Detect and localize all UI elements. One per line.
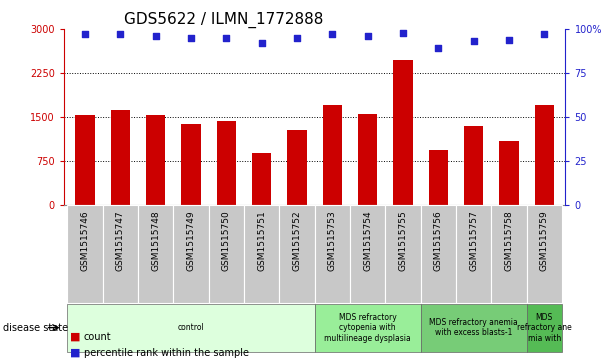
Text: GSM1515759: GSM1515759 xyxy=(540,210,549,271)
Text: GSM1515757: GSM1515757 xyxy=(469,210,478,271)
Text: count: count xyxy=(84,332,111,342)
Text: MDS refractory
cytopenia with
multilineage dysplasia: MDS refractory cytopenia with multilinea… xyxy=(324,313,411,343)
Text: GSM1515749: GSM1515749 xyxy=(187,210,196,271)
Bar xyxy=(216,121,236,205)
Text: control: control xyxy=(178,323,204,332)
Bar xyxy=(252,154,271,205)
Text: GSM1515756: GSM1515756 xyxy=(434,210,443,271)
Bar xyxy=(209,205,244,303)
Text: percentile rank within the sample: percentile rank within the sample xyxy=(84,348,249,358)
Bar xyxy=(75,115,95,205)
Bar xyxy=(350,205,385,303)
Bar xyxy=(527,205,562,303)
Point xyxy=(363,33,373,39)
Text: GSM1515746: GSM1515746 xyxy=(80,210,89,271)
Bar xyxy=(315,303,421,352)
Bar xyxy=(315,205,350,303)
Text: MDS
refractory ane
mia with: MDS refractory ane mia with xyxy=(517,313,572,343)
Text: GSM1515754: GSM1515754 xyxy=(363,210,372,271)
Text: GSM1515752: GSM1515752 xyxy=(292,210,302,271)
Bar xyxy=(527,303,562,352)
Text: GDS5622 / ILMN_1772888: GDS5622 / ILMN_1772888 xyxy=(124,12,323,28)
Text: GSM1515755: GSM1515755 xyxy=(398,210,407,271)
Point xyxy=(469,38,478,44)
Bar xyxy=(287,130,306,205)
Bar xyxy=(146,115,165,205)
Bar xyxy=(421,303,527,352)
Point xyxy=(257,40,266,46)
Point xyxy=(186,35,196,41)
Text: ■: ■ xyxy=(70,348,80,358)
Point xyxy=(116,32,125,37)
Bar xyxy=(323,105,342,205)
Text: GSM1515747: GSM1515747 xyxy=(116,210,125,271)
Text: GSM1515750: GSM1515750 xyxy=(222,210,231,271)
Bar xyxy=(358,114,378,205)
Text: disease state: disease state xyxy=(3,323,68,333)
Text: GSM1515753: GSM1515753 xyxy=(328,210,337,271)
Bar xyxy=(491,205,527,303)
Bar xyxy=(464,126,483,205)
Bar xyxy=(244,205,279,303)
Point xyxy=(292,35,302,41)
Bar xyxy=(67,205,103,303)
Bar xyxy=(138,205,173,303)
Text: ■: ■ xyxy=(70,332,80,342)
Text: MDS refractory anemia
with excess blasts-1: MDS refractory anemia with excess blasts… xyxy=(429,318,518,337)
Bar xyxy=(67,303,315,352)
Point xyxy=(504,37,514,42)
Point xyxy=(434,45,443,51)
Bar xyxy=(111,110,130,205)
Bar xyxy=(456,205,491,303)
Bar xyxy=(279,205,315,303)
Bar xyxy=(499,140,519,205)
Point xyxy=(80,32,90,37)
Text: GSM1515751: GSM1515751 xyxy=(257,210,266,271)
Point xyxy=(221,35,231,41)
Point xyxy=(398,30,408,36)
Point xyxy=(328,32,337,37)
Text: GSM1515748: GSM1515748 xyxy=(151,210,160,271)
Bar xyxy=(181,123,201,205)
Bar xyxy=(393,60,413,205)
Bar xyxy=(173,205,209,303)
Text: GSM1515758: GSM1515758 xyxy=(505,210,513,271)
Bar xyxy=(385,205,421,303)
Bar xyxy=(429,150,448,205)
Point xyxy=(539,32,549,37)
Point xyxy=(151,33,161,39)
Bar xyxy=(534,105,554,205)
Bar xyxy=(421,205,456,303)
Bar xyxy=(103,205,138,303)
